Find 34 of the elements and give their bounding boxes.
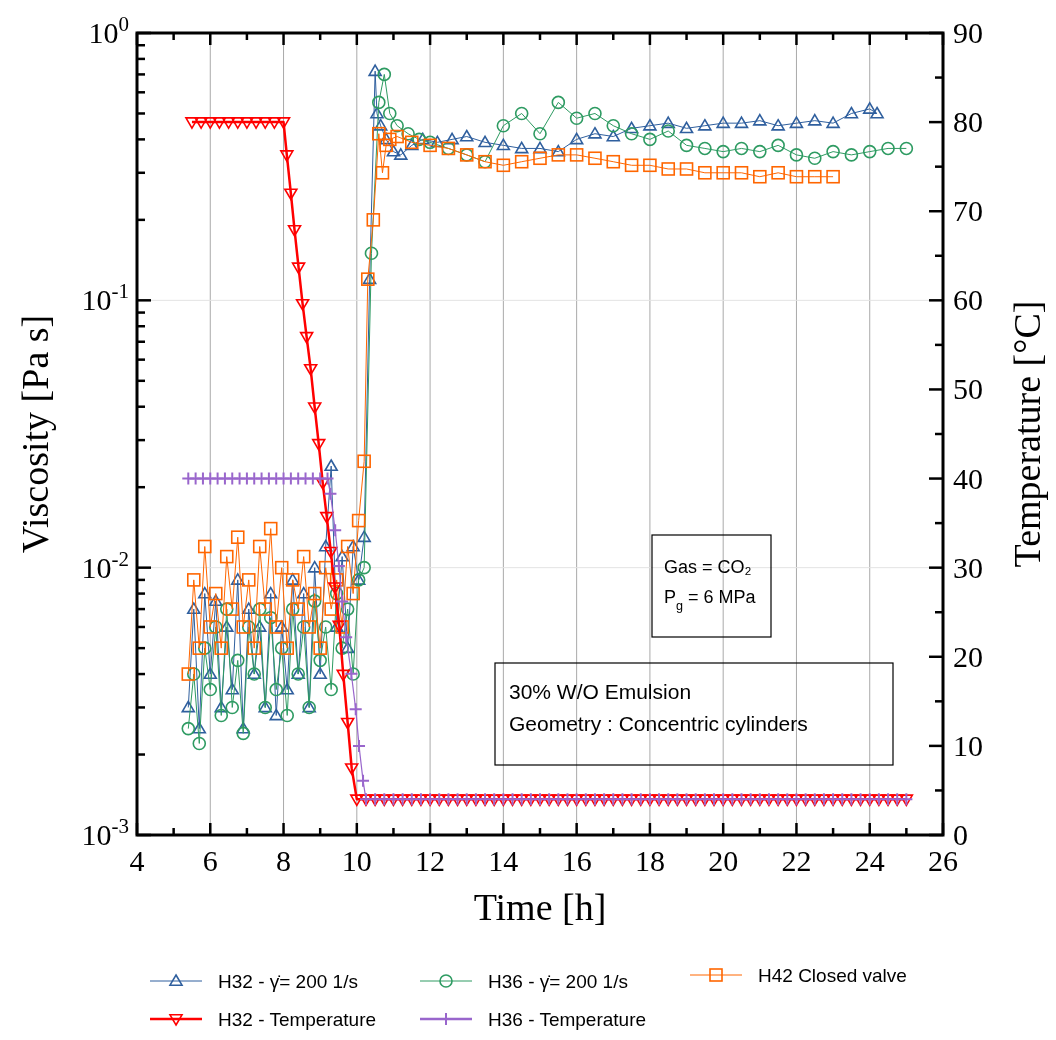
y2-tick-label: 60 [953, 283, 983, 317]
legend-label: H36 - γ̇= 200 1/s [488, 971, 628, 992]
y2-tick-label: 80 [953, 105, 983, 139]
y2-tick-label: 40 [953, 461, 983, 495]
x-tick-label: 12 [415, 844, 446, 877]
y-tick-label: 10$^{-1}$ [81, 279, 129, 317]
y2-tick-label: 70 [953, 194, 983, 228]
y-tick-label: 10$^{-3}$ [81, 814, 129, 851]
x-tick-label: 20 [708, 844, 739, 877]
legend-label: H36 - Temperature [488, 1009, 647, 1030]
y2-tick-label: 90 [953, 16, 983, 49]
y2-tick-label: 20 [953, 639, 983, 673]
annotation: 30% W/O Emulsion Geometry : Concentric cylinders [509, 680, 808, 735]
y2-tick-label: 50 [953, 372, 983, 406]
x-tick-label: 24 [854, 844, 885, 877]
legend-label: H32 - Temperature [218, 1009, 377, 1030]
x-tick-label: 18 [634, 844, 665, 877]
legend-label: H42 Closed valve [758, 965, 907, 986]
y2-tick-label: 10 [953, 728, 983, 762]
y-axis-title: Viscosity [Pa s] [14, 314, 56, 554]
y2-axis-title: Temperature [°C] [1006, 300, 1048, 568]
y2-tick-label: 30 [953, 550, 983, 584]
y-tick-label: 10$^{0}$ [88, 12, 129, 49]
x-tick-label: 4 [129, 844, 145, 877]
x-tick-label: 16 [561, 844, 592, 877]
x-tick-label: 22 [781, 844, 812, 877]
legend-label: H32 - γ̇= 200 1/s [218, 971, 358, 992]
annotation: Gas = CO₂ P$_{g}$ = 6 MPa [664, 557, 757, 613]
x-tick-label: 10 [341, 844, 372, 877]
y-tick-label: 10$^{-2}$ [81, 546, 129, 584]
x-tick-label: 8 [276, 844, 292, 877]
x-axis-title: Time [h] [473, 886, 607, 928]
x-tick-label: 6 [202, 844, 218, 877]
x-tick-label: 14 [488, 844, 519, 877]
